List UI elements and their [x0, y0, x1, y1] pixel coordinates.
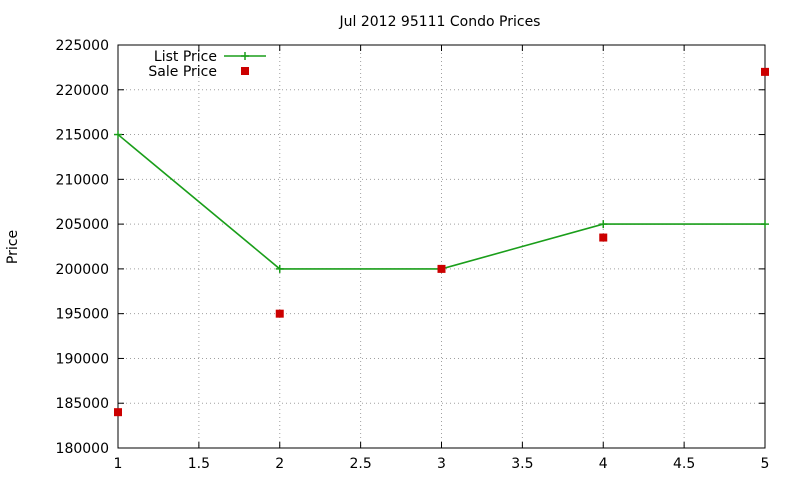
y-tick-label: 215000	[56, 128, 109, 144]
y-tick-label: 225000	[56, 38, 109, 54]
x-tick-label: 4.5	[673, 456, 695, 472]
y-axis-label: Price	[5, 230, 21, 264]
x-tick-label: 2.5	[349, 456, 371, 472]
y-tick-label: 220000	[56, 83, 109, 99]
list-price-point	[761, 220, 769, 229]
x-tick-label: 4	[599, 456, 608, 472]
chart-title: Jul 2012 95111 Condo Prices	[339, 14, 541, 30]
sale-price-point	[275, 309, 284, 318]
y-tick-label: 200000	[56, 262, 109, 278]
x-tick-label: 1.5	[188, 456, 210, 472]
sale-price-point	[437, 264, 446, 273]
axes: 1 1.5 2 2.5 3 3.5 4 4.5 5 180000 185000 190000 19500…	[56, 38, 770, 472]
y-tick-label: 185000	[56, 396, 109, 412]
x-tick-label: 2	[275, 456, 284, 472]
y-tick-label: 190000	[56, 351, 109, 367]
legend-plus-swatch	[241, 52, 249, 60]
series-area	[114, 67, 769, 417]
x-tick-label: 5	[761, 456, 770, 472]
grid	[118, 45, 765, 448]
sale-price-point	[599, 233, 608, 242]
y-tick-label: 195000	[56, 307, 109, 323]
list-price-point	[114, 130, 122, 139]
x-tick-label: 3.5	[511, 456, 533, 472]
y-tick-label: 205000	[56, 217, 109, 233]
x-tick-label: 3	[437, 456, 446, 472]
x-tick-label: 1	[114, 456, 123, 472]
list-price-point	[275, 264, 284, 273]
legend-label: Sale Price	[148, 64, 217, 80]
legend-square-swatch	[241, 67, 249, 75]
sale-price-point	[761, 67, 769, 76]
sale-price-point	[114, 408, 122, 417]
y-tick-label: 210000	[56, 172, 109, 188]
y-tick-label: 180000	[56, 441, 109, 457]
list-price-point	[599, 220, 608, 229]
legend-label: List Price	[154, 49, 217, 65]
